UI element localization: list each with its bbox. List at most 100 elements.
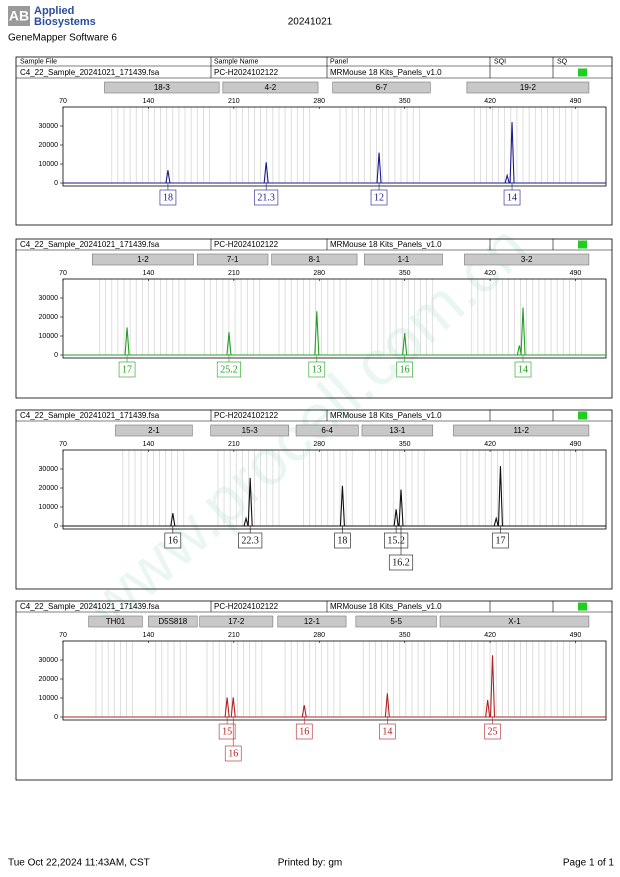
peak — [520, 307, 526, 356]
peak — [165, 170, 171, 184]
allele-label: 21.3 — [257, 192, 275, 203]
marker-name: 17-2 — [228, 617, 245, 626]
peak — [493, 516, 499, 527]
y-tick-label: 10000 — [39, 504, 59, 511]
x-tick-label: 420 — [484, 98, 496, 105]
allele-box — [379, 723, 396, 740]
marker-bar — [199, 615, 274, 628]
marker-bar — [364, 253, 443, 266]
allele-box — [218, 723, 236, 740]
x-tick-label: 350 — [399, 441, 411, 448]
x-tick-label: 70 — [59, 632, 67, 639]
y-tick-label: 30000 — [39, 295, 59, 302]
x-tick-label: 350 — [399, 98, 411, 105]
allele-box — [254, 189, 279, 206]
marker-bar — [464, 253, 590, 266]
column-header: SQI — [494, 58, 506, 65]
sample-name: PC-H2024102122 — [214, 240, 279, 249]
peak — [393, 509, 399, 527]
peak — [226, 332, 232, 356]
allele-box — [216, 361, 242, 378]
column-header: SQ — [557, 58, 568, 65]
marker-bar — [332, 81, 431, 94]
marker-bar — [91, 253, 194, 266]
sample-file: C4_22_Sample_20241021_171439.fsa — [20, 411, 160, 420]
panel-name: MRMouse 18 Kits_Panels_v1.0 — [330, 240, 442, 249]
allele-label: 14 — [507, 192, 517, 203]
x-tick-label: 70 — [59, 98, 67, 105]
brand: Applied — [34, 5, 74, 17]
software-name: GeneMapper Software 6 — [8, 33, 117, 44]
marker-bar — [104, 81, 220, 94]
peak — [314, 311, 320, 356]
allele-label: 17 — [122, 364, 132, 375]
allele-label: 14 — [518, 364, 528, 375]
x-tick-label: 140 — [143, 270, 155, 277]
column-header: Sample Name — [214, 58, 258, 65]
allele-label: 25.2 — [220, 364, 238, 375]
panel-name: MRMouse 18 Kits_Panels_v1.0 — [330, 411, 442, 420]
marker-name: 6-4 — [321, 426, 333, 435]
allele-label: 18 — [337, 535, 347, 546]
marker-name: 5-5 — [390, 617, 402, 626]
marker-bar — [277, 615, 347, 628]
allele-box — [224, 745, 242, 762]
peak — [489, 655, 496, 718]
marker-bar — [466, 81, 590, 94]
allele-box — [396, 361, 413, 378]
peak — [509, 122, 515, 184]
peak — [504, 173, 510, 184]
panel-frame — [15, 56, 613, 226]
allele-label: 16 — [299, 726, 309, 737]
sample-file: C4_22_Sample_20241021_171439.fsa — [20, 602, 160, 611]
marker-name: 15-3 — [242, 426, 259, 435]
x-tick-label: 280 — [313, 270, 325, 277]
allele-box — [334, 532, 351, 549]
marker-bar — [196, 253, 269, 266]
marker-bar — [210, 424, 290, 437]
allele-box — [238, 532, 263, 549]
marker-bar — [271, 253, 358, 266]
allele-label: 15 — [222, 726, 232, 737]
x-tick-label: 210 — [228, 632, 240, 639]
x-tick-label: 350 — [399, 632, 411, 639]
sample-file: C4_22_Sample_20241021_171439.fsa — [20, 240, 160, 249]
y-tick-label: 20000 — [39, 485, 59, 492]
peak — [485, 699, 491, 718]
x-tick-label: 490 — [570, 441, 582, 448]
allele-label: 16 — [228, 748, 238, 759]
allele-label: 12 — [374, 192, 384, 203]
brand: Biosystems — [34, 16, 96, 28]
marker-name: 13-1 — [389, 426, 406, 435]
x-tick-label: 210 — [228, 270, 240, 277]
peak — [124, 327, 130, 356]
x-tick-label: 490 — [570, 632, 582, 639]
x-tick-label: 70 — [59, 441, 67, 448]
allele-box — [503, 189, 521, 206]
report-title: 20241021 — [288, 17, 333, 28]
logo: AB — [9, 8, 29, 24]
allele-label: 22.3 — [241, 535, 259, 546]
plot-frame — [62, 106, 607, 187]
y-tick-label: 30000 — [39, 123, 59, 130]
allele-label: 15.2 — [387, 535, 405, 546]
y-tick-label: 0 — [54, 180, 58, 187]
x-tick-label: 420 — [484, 441, 496, 448]
y-tick-label: 10000 — [39, 333, 59, 340]
peak — [384, 693, 390, 718]
allele-label: 18 — [163, 192, 173, 203]
footer-printed-by: Printed by: gm — [278, 858, 342, 869]
allele-box — [514, 361, 532, 378]
x-tick-label: 420 — [484, 632, 496, 639]
y-tick-label: 10000 — [39, 161, 59, 168]
allele-label: 13 — [312, 364, 322, 375]
marker-name: 8-1 — [309, 255, 321, 264]
marker-name: 1-2 — [137, 255, 149, 264]
allele-box — [308, 361, 326, 378]
allele-box — [295, 723, 313, 740]
x-tick-label: 140 — [143, 98, 155, 105]
marker-bar — [222, 81, 319, 94]
sq-indicator — [578, 602, 587, 611]
x-tick-label: 280 — [313, 98, 325, 105]
